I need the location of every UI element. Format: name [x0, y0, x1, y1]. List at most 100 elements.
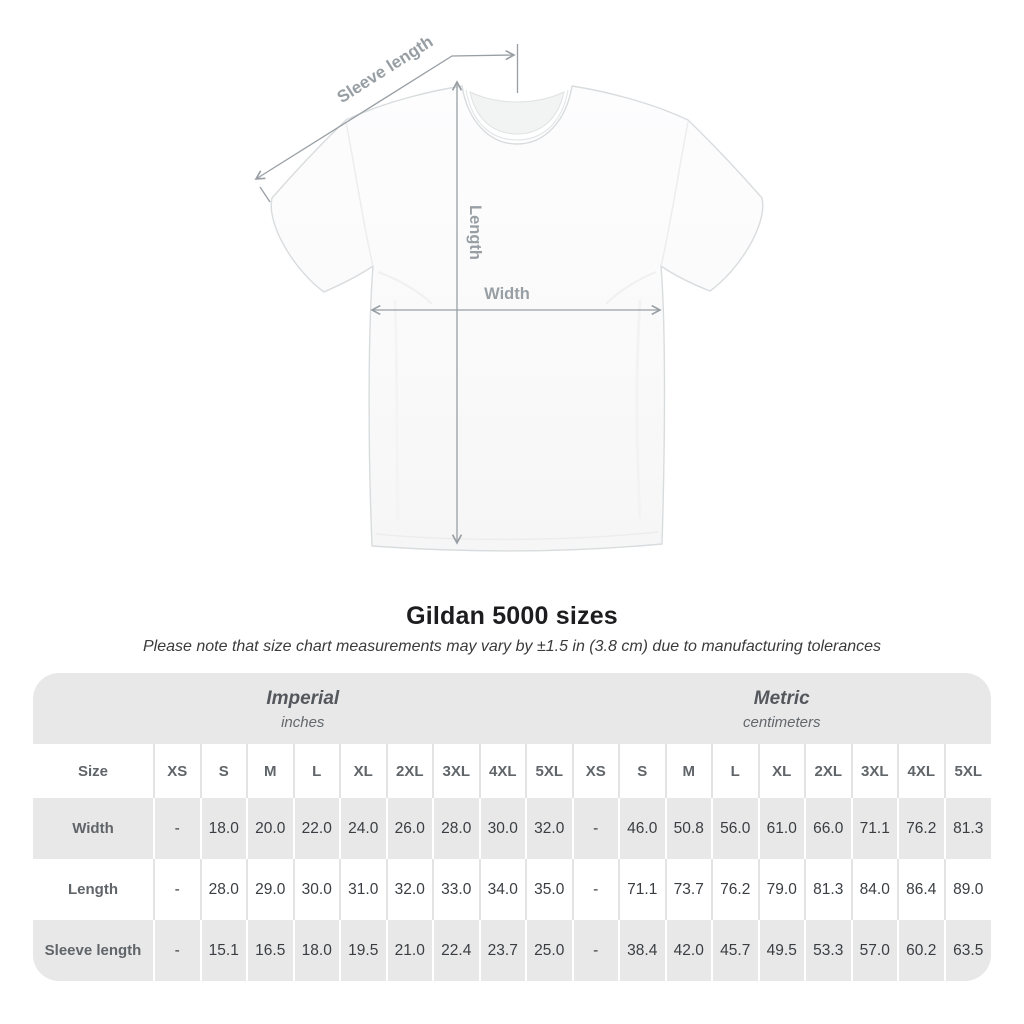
value-cell: 71.1 — [850, 798, 898, 859]
value-cell: 16.5 — [246, 920, 294, 981]
size-header-imperial-m: M — [246, 744, 294, 798]
imperial-header: Imperial inches — [33, 673, 573, 744]
tshirt-graphic — [270, 85, 764, 552]
size-header-metric-2xl: 2XL — [804, 744, 852, 798]
size-header-metric-l: L — [711, 744, 759, 798]
value-cell: 20.0 — [246, 798, 294, 859]
value-cell: 50.8 — [664, 798, 712, 859]
size-header-imperial-xl: XL — [339, 744, 387, 798]
size-header-metric-4xl: 4XL — [897, 744, 945, 798]
value-cell: 32.0 — [385, 859, 433, 920]
value-cell: 15.1 — [199, 920, 247, 981]
value-cell: 46.0 — [618, 798, 666, 859]
value-cell: 76.2 — [711, 859, 759, 920]
page-title: Gildan 5000 sizes — [406, 602, 618, 630]
size-header-imperial-2xl: 2XL — [385, 744, 433, 798]
value-cell: 22.0 — [292, 798, 340, 859]
value-cell: 63.5 — [943, 920, 991, 981]
size-header-metric-3xl: 3XL — [850, 744, 898, 798]
sleeve-arrow-extension — [259, 186, 271, 203]
size-header-imperial-l: L — [292, 744, 340, 798]
value-cell: - — [153, 859, 201, 920]
value-cell: 34.0 — [478, 859, 526, 920]
value-cell: 79.0 — [757, 859, 805, 920]
size-header-imperial-xs: XS — [153, 744, 201, 798]
right-sleeve-seam — [660, 121, 689, 267]
imperial-unit-label: inches — [281, 714, 325, 731]
hem-seam — [375, 531, 659, 541]
value-cell: 81.3 — [804, 859, 852, 920]
size-header-metric-5xl: 5XL — [943, 744, 991, 798]
value-cell: - — [571, 798, 619, 859]
size-header-metric-m: M — [664, 744, 712, 798]
size-chart-table: Imperial inches Metric centimeters Size … — [33, 673, 991, 981]
value-cell: 18.0 — [199, 798, 247, 859]
size-chart-container: Imperial inches Metric centimeters Size … — [33, 673, 991, 981]
value-cell: - — [571, 920, 619, 981]
value-cell: 30.0 — [478, 798, 526, 859]
tshirt-body — [270, 85, 764, 552]
value-cell: 89.0 — [943, 859, 991, 920]
crease — [605, 271, 657, 305]
crease — [377, 271, 433, 305]
size-header-metric-xs: XS — [571, 744, 619, 798]
size-header-imperial-4xl: 4XL — [478, 744, 526, 798]
value-cell: - — [153, 798, 201, 859]
measurement-annotations — [256, 44, 660, 543]
size-header-row: Size XS S M L XL 2XL 3XL 4XL 5XL XS S M L XL 2XL 3XL 4XL… — [33, 744, 991, 798]
value-cell: 42.0 — [664, 920, 712, 981]
metric-header: Metric centimeters — [572, 673, 991, 744]
value-cell: 38.4 — [618, 920, 666, 981]
row-label: Sleeve length — [33, 920, 154, 981]
metric-unit-label: centimeters — [742, 714, 821, 731]
unit-header-row: Imperial inches Metric centimeters — [33, 673, 991, 744]
value-cell: 45.7 — [711, 920, 759, 981]
value-cell: 23.7 — [478, 920, 526, 981]
metric-label: Metric — [753, 688, 810, 709]
value-cell: 26.0 — [385, 798, 433, 859]
value-cell: 21.0 — [385, 920, 433, 981]
value-cell: 71.1 — [618, 859, 666, 920]
value-cell: 24.0 — [339, 798, 387, 859]
value-cell: 22.4 — [432, 920, 480, 981]
value-cell: 19.5 — [339, 920, 387, 981]
size-header-imperial-3xl: 3XL — [432, 744, 480, 798]
value-cell: 61.0 — [757, 798, 805, 859]
value-cell: 35.0 — [525, 859, 573, 920]
width-label: Width — [484, 285, 530, 303]
value-cell: 18.0 — [292, 920, 340, 981]
value-cell: 81.3 — [943, 798, 991, 859]
imperial-label: Imperial — [266, 688, 340, 709]
value-cell: 32.0 — [525, 798, 573, 859]
size-column-header: Size — [33, 744, 154, 798]
value-cell: 84.0 — [850, 859, 898, 920]
tshirt-measurement-diagram: Sleeve length Length Width — [0, 32, 764, 552]
value-cell: - — [153, 920, 201, 981]
value-cell: - — [571, 859, 619, 920]
value-cell: 66.0 — [804, 798, 852, 859]
value-cell: 49.5 — [757, 920, 805, 981]
value-cell: 31.0 — [339, 859, 387, 920]
value-cell: 76.2 — [897, 798, 945, 859]
value-cell: 73.7 — [664, 859, 712, 920]
value-cell: 57.0 — [850, 920, 898, 981]
size-header-imperial-s: S — [199, 744, 247, 798]
crease — [393, 299, 400, 521]
value-cell: 53.3 — [804, 920, 852, 981]
value-cell: 60.2 — [897, 920, 945, 981]
measurement-row-width: Width -18.0 20.0 22.0 24.0 26.0 28.0 30.0 32.0-4… — [33, 798, 991, 859]
measurement-row-length: Length -28.0 29.0 30.0 31.0 32.0 33.0 34.0 35.0-… — [33, 859, 991, 920]
row-label: Width — [33, 798, 154, 859]
measurement-row-sleeve-length: Sleeve length -15.1 16.5 18.0 19.5 21.0 22.4 23… — [33, 920, 991, 981]
value-cell: 28.0 — [432, 798, 480, 859]
row-label: Length — [33, 859, 154, 920]
size-header-metric-s: S — [618, 744, 666, 798]
value-cell: 86.4 — [897, 859, 945, 920]
length-label: Length — [466, 205, 484, 260]
size-header-metric-xl: XL — [757, 744, 805, 798]
value-cell: 25.0 — [525, 920, 573, 981]
value-cell: 28.0 — [199, 859, 247, 920]
tolerance-note: Please note that size chart measurements… — [142, 638, 882, 655]
value-cell: 29.0 — [246, 859, 294, 920]
